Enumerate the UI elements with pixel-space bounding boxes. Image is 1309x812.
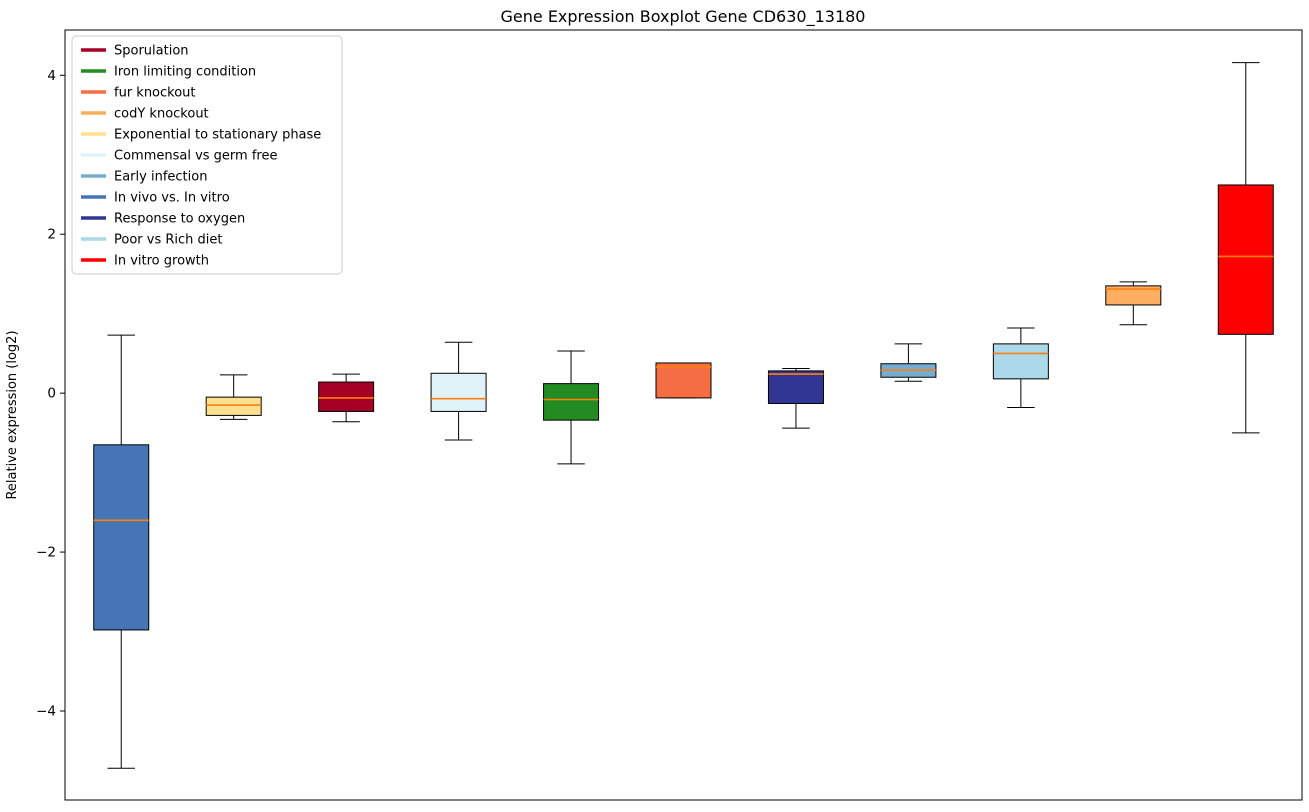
boxplot-box-3 (318, 373, 375, 423)
boxplot-box-2 (205, 374, 262, 420)
legend-item: In vivo vs. In vitro (81, 191, 230, 206)
boxplot-box-8 (880, 343, 937, 382)
boxplot-box-7 (767, 368, 824, 429)
legend-item: Early infection (81, 170, 207, 185)
legend-item-label: fur knockout (114, 86, 196, 101)
iqr-box (430, 372, 487, 412)
legend-item: Sporulation (81, 44, 189, 59)
legend-item: Poor vs Rich diet (81, 233, 222, 248)
legend-item-label: Commensal vs germ free (114, 149, 277, 164)
legend-item-label: Iron limiting condition (114, 65, 256, 80)
legend-item: Exponential to stationary phase (81, 128, 321, 143)
boxplot-box-5 (543, 350, 600, 465)
iqr-box (205, 396, 262, 416)
legend-item: Response to oxygen (81, 212, 245, 227)
boxplot-box-10 (1105, 281, 1162, 326)
legend-item: Iron limiting condition (81, 65, 256, 80)
legend-item-label: Exponential to stationary phase (114, 128, 321, 143)
legend-item-label: Response to oxygen (114, 212, 245, 227)
plot-area: 4 2 0 −2 −4 Sporulation Iron limiting conditio… (36, 29, 1303, 801)
legend-item-label: Sporulation (114, 44, 189, 59)
legend: Sporulation Iron limiting condition fur kn… (71, 35, 343, 275)
iqr-box (543, 383, 600, 421)
boxplot-box-11 (1217, 62, 1274, 434)
legend-item: Commensal vs germ free (81, 149, 277, 164)
legend-box (71, 35, 343, 275)
y-tick-label: 0 (47, 386, 56, 402)
boxplot-box-4 (430, 341, 487, 441)
axes-frame (64, 29, 1303, 801)
boxplot-box-6 (655, 362, 712, 399)
iqr-box (93, 444, 150, 631)
chart-title: Gene Expression Boxplot Gene CD630_13180 (501, 7, 866, 27)
y-tick-label: 4 (47, 68, 56, 84)
boxplot-box-9 (992, 327, 1049, 408)
legend-item: In vitro growth (81, 254, 209, 269)
y-tick-label: −2 (36, 545, 56, 561)
boxplot-box-1 (93, 334, 150, 769)
iqr-box (992, 343, 1049, 380)
legend-item-label: codY knockout (114, 107, 209, 122)
iqr-box (1217, 184, 1274, 335)
legend-item: codY knockout (81, 107, 209, 122)
legend-item-label: Early infection (114, 170, 207, 185)
iqr-box (767, 370, 824, 404)
y-axis-label: Relative expression (log2) (5, 330, 20, 499)
legend-item: fur knockout (81, 86, 196, 101)
y-tick-label: −4 (36, 704, 56, 720)
iqr-box (655, 362, 712, 399)
iqr-box (318, 381, 375, 412)
iqr-box (1105, 285, 1162, 306)
legend-item-label: In vivo vs. In vitro (114, 191, 230, 206)
legend-item-label: Poor vs Rich diet (114, 233, 222, 248)
y-tick-label: 2 (47, 227, 56, 243)
legend-item-label: In vitro growth (114, 254, 209, 269)
